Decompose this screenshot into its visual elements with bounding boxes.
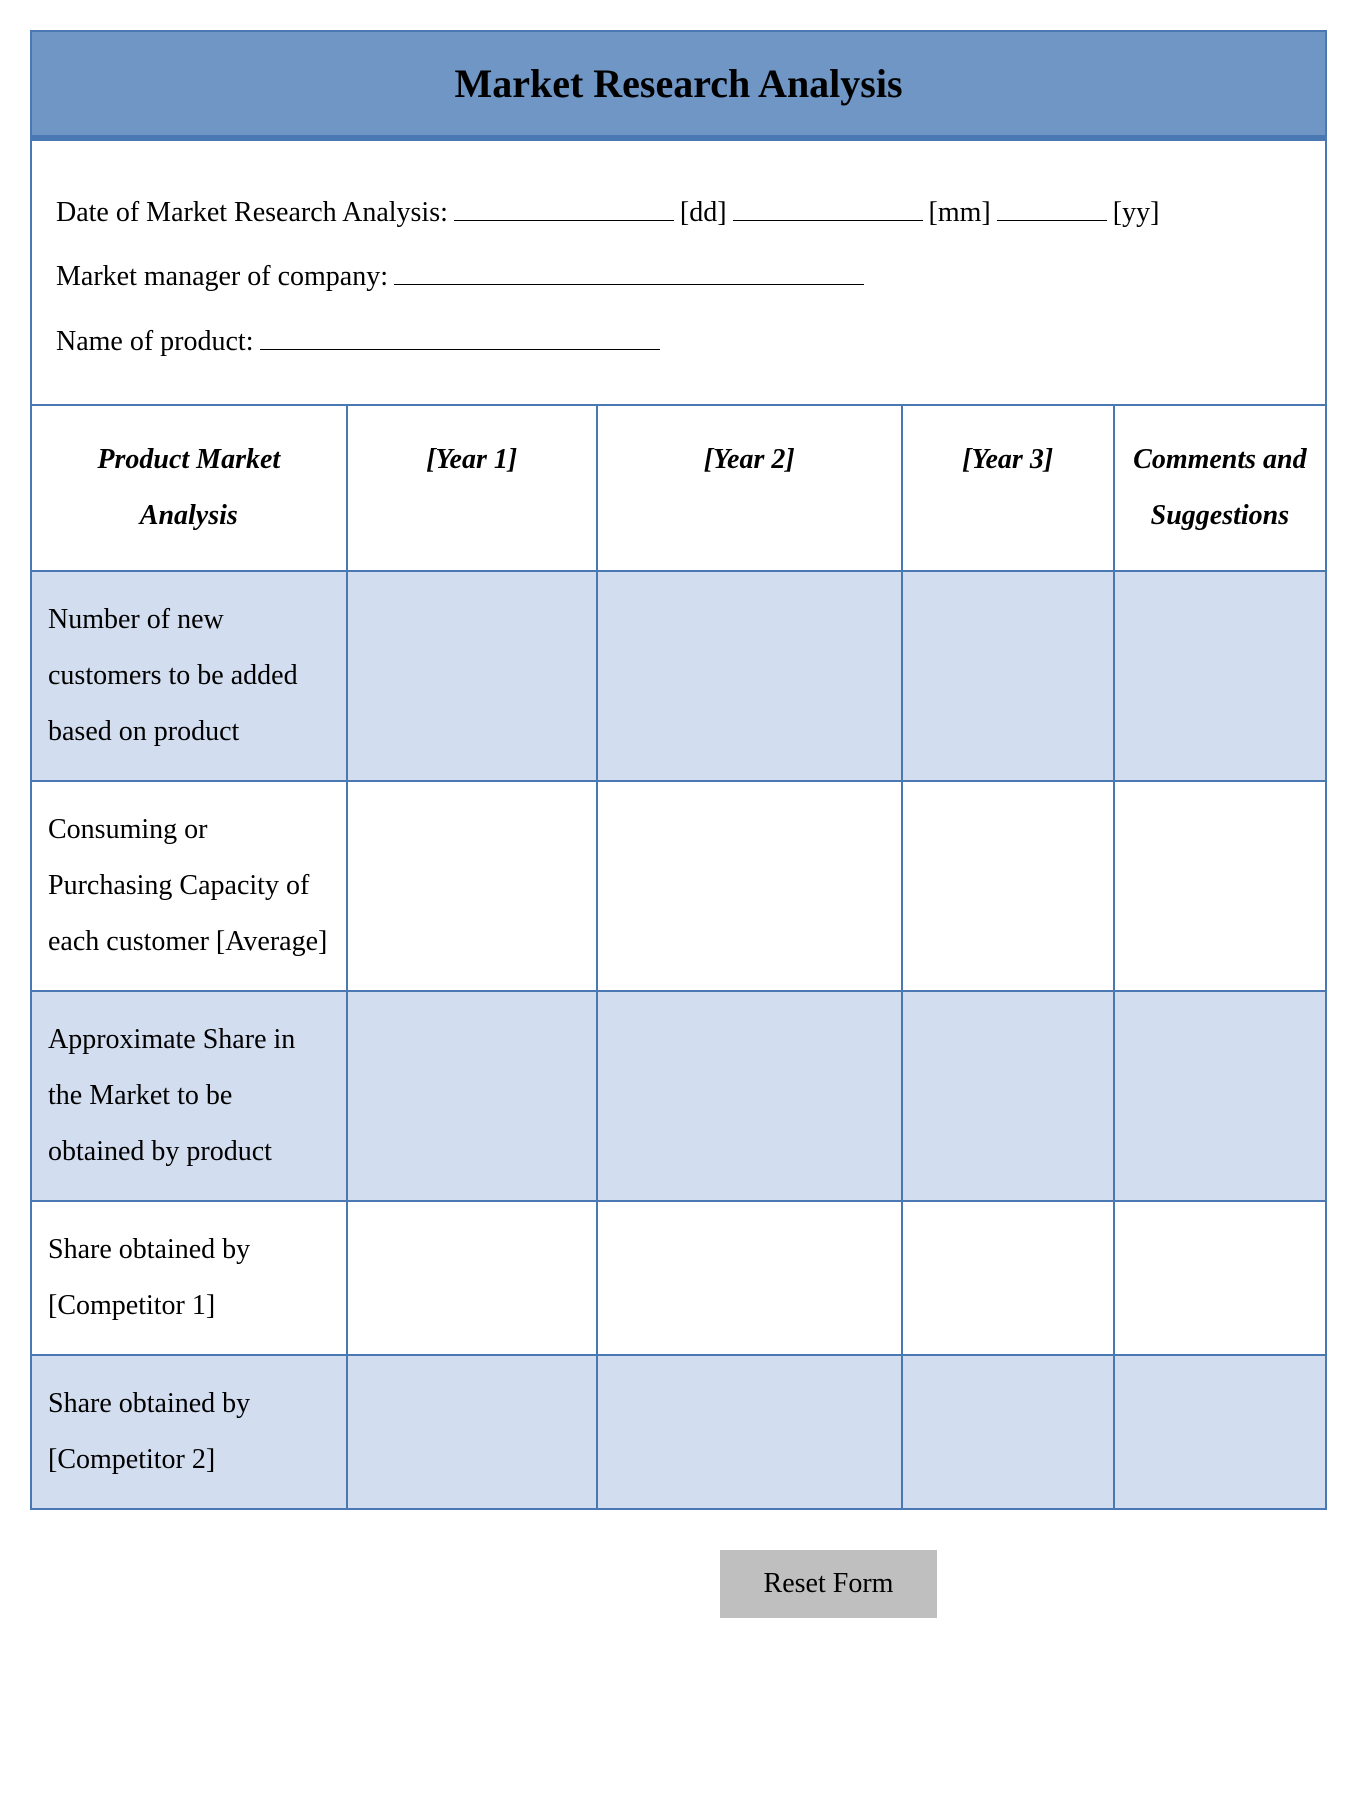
cell-year1[interactable] (347, 781, 597, 991)
manager-line: Market manager of company: (56, 245, 1301, 309)
product-line: Name of product: (56, 310, 1301, 374)
table-row: Share obtained by [Competitor 2] (31, 1355, 1326, 1509)
date-mm-blank[interactable] (733, 190, 923, 221)
col-header-year1: [Year 1] (347, 405, 597, 571)
col-header-year3: [Year 3] (902, 405, 1114, 571)
cell-year3[interactable] (902, 571, 1114, 781)
col-header-analysis: Product Market Analysis (31, 405, 347, 571)
title-bar: Market Research Analysis (30, 30, 1327, 137)
table-row: Approximate Share in the Market to be ob… (31, 991, 1326, 1201)
table-header-row: Product Market Analysis [Year 1] [Year 2… (31, 405, 1326, 571)
cell-year3[interactable] (902, 1355, 1114, 1509)
row-label: Approximate Share in the Market to be ob… (31, 991, 347, 1201)
row-label: Consuming or Purchasing Capacity of each… (31, 781, 347, 991)
cell-year1[interactable] (347, 571, 597, 781)
col-header-year2: [Year 2] (597, 405, 902, 571)
manager-blank[interactable] (394, 255, 864, 286)
product-blank[interactable] (260, 319, 660, 350)
cell-year2[interactable] (597, 1355, 902, 1509)
button-row: Reset Form (30, 1550, 1327, 1618)
cell-year3[interactable] (902, 991, 1114, 1201)
date-line: Date of Market Research Analysis: [dd] [… (56, 181, 1301, 245)
cell-year2[interactable] (597, 571, 902, 781)
date-label: Date of Market Research Analysis: (56, 181, 448, 245)
analysis-table: Product Market Analysis [Year 1] [Year 2… (30, 404, 1327, 1510)
row-label: Number of new customers to be added base… (31, 571, 347, 781)
cell-year2[interactable] (597, 781, 902, 991)
cell-comments[interactable] (1114, 1355, 1326, 1509)
cell-comments[interactable] (1114, 781, 1326, 991)
header-block: Date of Market Research Analysis: [dd] [… (30, 137, 1327, 404)
date-dd-blank[interactable] (454, 190, 674, 221)
cell-year1[interactable] (347, 1201, 597, 1355)
form-container: Market Research Analysis Date of Market … (30, 30, 1327, 1618)
cell-comments[interactable] (1114, 571, 1326, 781)
form-title: Market Research Analysis (454, 61, 902, 106)
cell-year3[interactable] (902, 1201, 1114, 1355)
date-yy-blank[interactable] (997, 190, 1107, 221)
table-body: Number of new customers to be added base… (31, 571, 1326, 1509)
product-label: Name of product: (56, 310, 254, 374)
row-label: Share obtained by [Competitor 1] (31, 1201, 347, 1355)
table-row: Number of new customers to be added base… (31, 571, 1326, 781)
dd-suffix: [dd] (680, 181, 727, 245)
yy-suffix: [yy] (1113, 181, 1160, 245)
reset-button[interactable]: Reset Form (720, 1550, 938, 1618)
cell-year2[interactable] (597, 991, 902, 1201)
cell-year1[interactable] (347, 991, 597, 1201)
cell-year1[interactable] (347, 1355, 597, 1509)
cell-year2[interactable] (597, 1201, 902, 1355)
cell-comments[interactable] (1114, 991, 1326, 1201)
table-row: Consuming or Purchasing Capacity of each… (31, 781, 1326, 991)
cell-year3[interactable] (902, 781, 1114, 991)
row-label: Share obtained by [Competitor 2] (31, 1355, 347, 1509)
cell-comments[interactable] (1114, 1201, 1326, 1355)
table-row: Share obtained by [Competitor 1] (31, 1201, 1326, 1355)
manager-label: Market manager of company: (56, 245, 388, 309)
mm-suffix: [mm] (929, 181, 991, 245)
col-header-comments: Comments and Suggestions (1114, 405, 1326, 571)
